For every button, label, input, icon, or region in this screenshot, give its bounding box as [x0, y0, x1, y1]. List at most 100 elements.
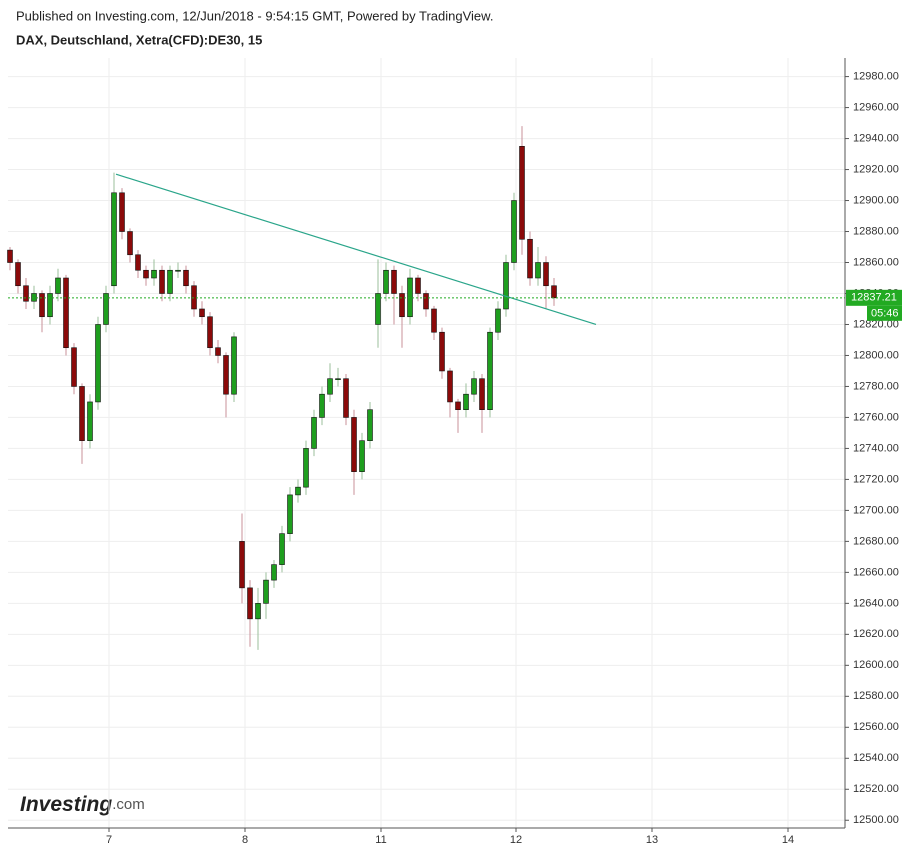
y-tick-label: 12620.00	[853, 628, 899, 640]
candle-body	[511, 200, 517, 263]
candle-body	[543, 262, 549, 287]
y-tick-label: 12540.00	[853, 752, 899, 764]
candle-body	[39, 293, 45, 318]
candle-body	[519, 146, 525, 240]
candle-body	[231, 336, 237, 395]
candle-body	[87, 401, 93, 441]
candle-body	[199, 308, 205, 318]
candle-body	[359, 440, 365, 472]
candle-body	[223, 355, 229, 395]
countdown-label: 05:46	[871, 308, 899, 320]
logo: Investing.com	[20, 793, 145, 816]
y-tick-label: 12960.00	[853, 101, 899, 113]
candle-body	[119, 192, 125, 232]
candle-body	[15, 262, 21, 287]
y-tick-label: 12740.00	[853, 442, 899, 454]
candle-body	[143, 269, 149, 279]
y-tick-label: 12940.00	[853, 132, 899, 144]
candle-body	[471, 378, 477, 395]
y-tick-label: 12760.00	[853, 411, 899, 423]
last-price-box	[846, 289, 902, 306]
candle-body	[263, 579, 269, 604]
y-tick-label: 12600.00	[853, 659, 899, 671]
published-note: Published on Investing.com, 12/Jun/2018 …	[16, 8, 493, 23]
candle-body	[319, 393, 325, 418]
candle-body	[167, 269, 173, 294]
y-tick-label: 12560.00	[853, 721, 899, 733]
x-tick-label: 8	[242, 834, 248, 846]
candle-body	[391, 269, 397, 294]
candle-body	[303, 448, 309, 488]
candle-body	[71, 347, 77, 387]
candle-body	[95, 324, 101, 403]
candle-body	[55, 277, 61, 294]
candle-body	[535, 262, 541, 279]
candle-body	[127, 231, 133, 256]
candle-body	[295, 486, 301, 496]
candle-body	[487, 331, 493, 410]
x-tick-label: 11	[375, 834, 386, 846]
candle-body	[551, 285, 557, 299]
y-tick-label: 12520.00	[853, 783, 899, 795]
y-tick-label: 12920.00	[853, 163, 899, 175]
candle-body	[367, 409, 373, 441]
candle-body	[495, 308, 501, 333]
candle-body	[79, 386, 85, 441]
candle-body	[479, 378, 485, 410]
candle-body	[255, 603, 261, 620]
candle-body	[23, 285, 29, 302]
candle-body	[455, 401, 461, 410]
candle-body	[383, 269, 389, 294]
candle-body	[431, 308, 437, 333]
candle-body	[343, 378, 349, 418]
candle-body	[271, 564, 277, 581]
y-tick-label: 12640.00	[853, 597, 899, 609]
x-tick-label: 13	[646, 834, 658, 846]
y-tick-label: 12980.00	[853, 70, 899, 82]
candle-body	[503, 262, 509, 310]
candle-body	[215, 347, 221, 356]
candle-body	[111, 192, 117, 287]
candle-body	[447, 370, 453, 403]
logo-brand: Investing	[20, 793, 112, 816]
x-tick-label: 12	[510, 834, 522, 846]
symbol-title: DAX, Deutschland, Xetra(CFD):DE30, 15	[16, 32, 262, 47]
y-tick-label: 12500.00	[853, 814, 899, 826]
logo-suffix: .com	[112, 796, 145, 813]
countdown-box	[867, 305, 902, 321]
candle-body	[183, 269, 189, 287]
y-tick-label: 12800.00	[853, 349, 899, 361]
candle-body	[63, 277, 69, 349]
candle-body	[375, 293, 381, 325]
candle-body	[239, 541, 245, 589]
x-tick-label: 7	[106, 834, 112, 846]
candle-body	[151, 269, 157, 279]
candle-body	[7, 249, 13, 263]
x-tick-label: 14	[782, 834, 794, 846]
candle-body	[47, 293, 53, 318]
candle-body	[159, 269, 165, 294]
candle-body	[279, 533, 285, 565]
y-tick-label: 12700.00	[853, 504, 899, 516]
trend-line	[115, 173, 597, 326]
y-tick-label: 12820.00	[853, 318, 899, 330]
y-tick-label: 12720.00	[853, 473, 899, 485]
y-tick-label: 12580.00	[853, 690, 899, 702]
last-price-label: 12837.21	[851, 292, 897, 304]
candle-body	[103, 293, 109, 325]
y-tick-label: 12660.00	[853, 566, 899, 578]
candle-body	[351, 417, 357, 472]
candle-body	[335, 378, 341, 381]
y-tick-label: 12680.00	[853, 535, 899, 547]
candle-body	[207, 316, 213, 349]
candle-body	[247, 587, 253, 620]
y-tick-label: 12880.00	[853, 225, 899, 237]
candle-body	[399, 293, 405, 318]
candle-body	[415, 277, 421, 294]
candle-body	[135, 254, 141, 271]
candle-body	[439, 331, 445, 372]
y-tick-label: 12860.00	[853, 256, 899, 268]
y-tick-label: 12900.00	[853, 194, 899, 206]
